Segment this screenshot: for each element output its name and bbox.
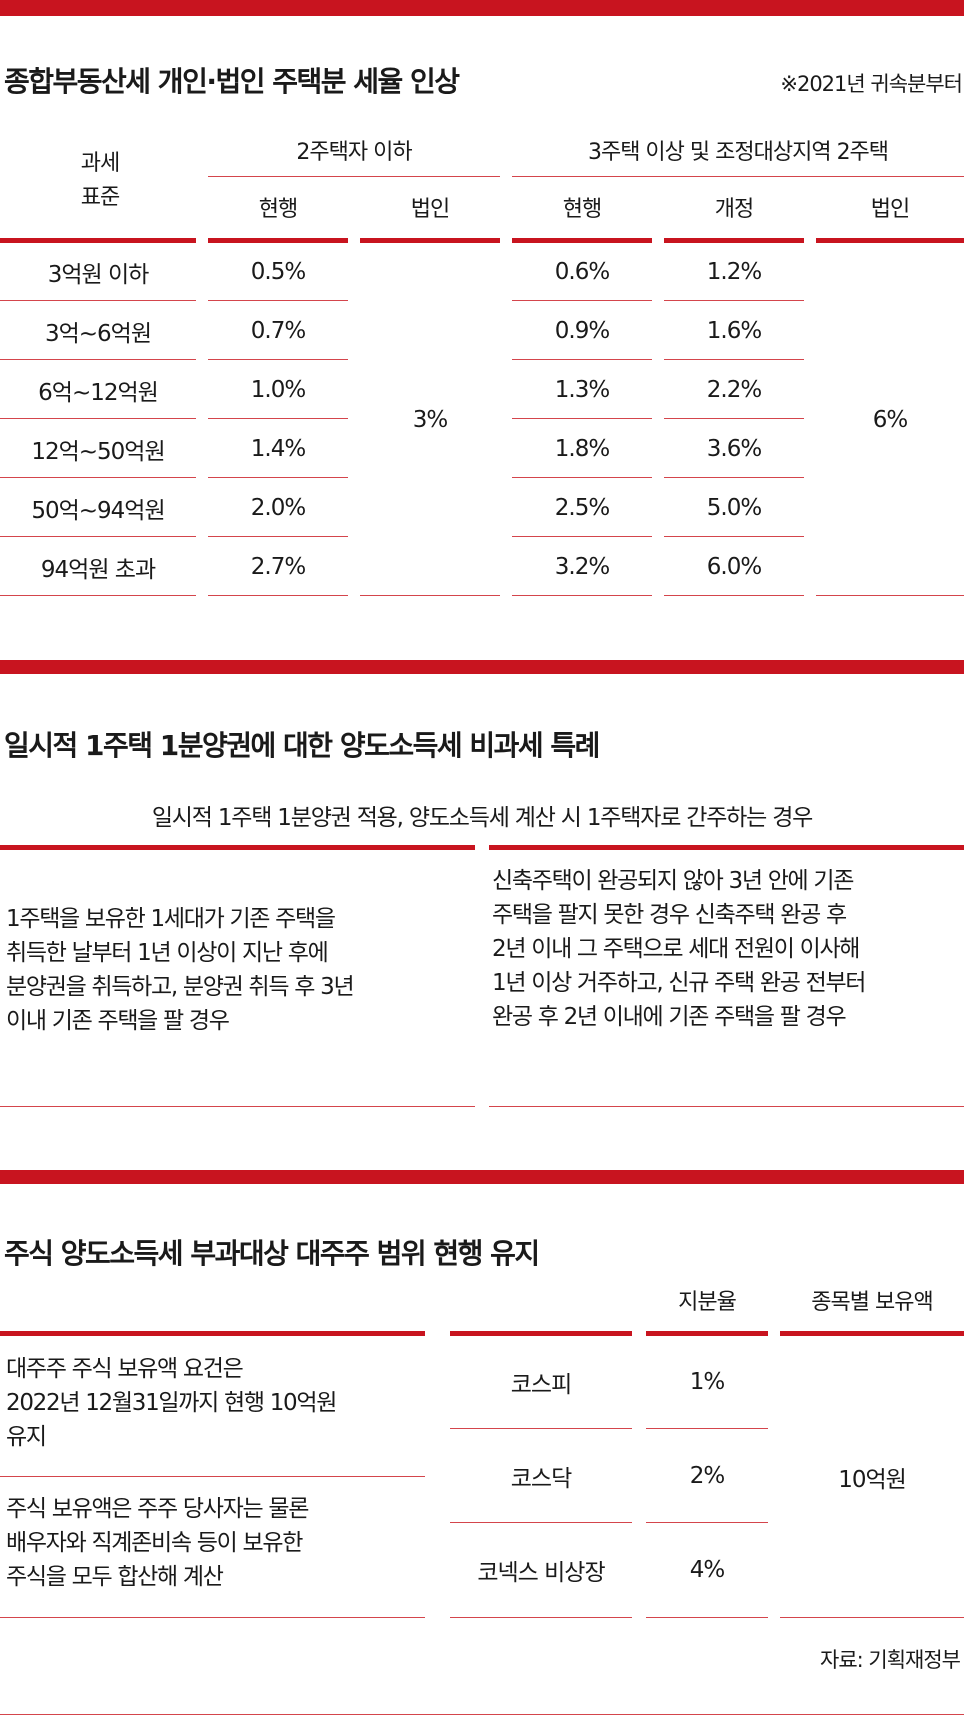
header-rule: [360, 238, 500, 243]
b-revised-cell: 6.0%: [706, 554, 762, 580]
group-b-header: 3주택 이상 및 조정대상지역 2주택: [587, 140, 889, 165]
section3-rule: [780, 1331, 964, 1336]
major-shareholder-desc1: 대주주 주식 보유액 요건은 2022년 12월31일까지 현행 10억원 유지: [6, 1352, 424, 1454]
corp-rate-a-cell: 3%: [412, 406, 449, 433]
section2-rule-right: [489, 845, 964, 850]
a-current-cell: 0.5%: [250, 259, 306, 285]
section3-rule: [0, 1331, 425, 1336]
section3-title: 주식 양도소득세 부과대상 대주주 범위 현행 유지: [4, 1237, 540, 1270]
section2-left-text: 1주택을 보유한 1세대가 기존 주택을 취득한 날부터 1년 이상이 지난 후…: [6, 902, 474, 1038]
a-current-cell: 2.7%: [250, 554, 306, 580]
market-name-cell: 코스닥: [510, 1465, 572, 1492]
header-rule: [0, 238, 196, 243]
desc-bottom-rule: [0, 1617, 425, 1618]
market-share-cell: 2%: [689, 1462, 726, 1489]
section2-subtitle: 일시적 1주택 1분양권 적용, 양도소득세 계산 시 1주택자로 간주하는 경…: [151, 805, 813, 831]
market-share-cell: 4%: [689, 1557, 726, 1583]
section2-right-text: 신축주택이 완공되지 않아 3년 안에 기존 주택을 팔지 못한 경우 신축주택…: [492, 864, 962, 1034]
right-line: 2년 이내 그 주택으로 세대 전원이 이사해: [492, 936, 860, 962]
section2-rule-left: [0, 845, 475, 850]
top-accent-bar: [0, 0, 964, 16]
b-revised-cell: 1.6%: [706, 318, 762, 344]
right-line: 완공 후 2년 이내에 기존 주택을 팔 경우: [492, 1004, 847, 1030]
col-tax-base-line1: 과세: [80, 151, 120, 176]
col-tax-base-line2: 표준: [80, 185, 120, 210]
sub-current-a: 현행: [258, 197, 298, 222]
market-share-cell: 1%: [689, 1369, 726, 1395]
section3-rule: [646, 1331, 768, 1336]
header-rule: [512, 238, 652, 243]
right-line: 1년 이상 거주하고, 신규 주택 완공 전부터: [492, 970, 866, 996]
corp-rate-b-cell: 6%: [872, 406, 909, 433]
major-shareholder-desc2: 주식 보유액은 주주 당사자는 물론 배우자와 직계존비속 등이 보유한 주식을…: [6, 1492, 424, 1594]
bracket-cell: 94억원 초과: [40, 557, 156, 583]
market-name-cell: 코스피: [510, 1372, 572, 1398]
section2-bottom-rule-right: [489, 1106, 964, 1107]
bracket-cell: 3억~6억원: [44, 321, 152, 347]
section3-accent-bar: [0, 1170, 964, 1184]
desc1-line: 유지: [6, 1424, 47, 1450]
a-current-cell: 1.4%: [250, 436, 306, 462]
col-tax-base-header: 과세 표준: [0, 147, 200, 215]
holding-value-cell: 10억원: [838, 1466, 907, 1493]
header-rule: [208, 238, 348, 243]
bracket-cell: 3억원 이하: [47, 262, 150, 288]
left-line: 이내 기존 주택을 팔 경우: [6, 1008, 230, 1034]
header-rule: [816, 238, 964, 243]
b-revised-cell: 5.0%: [706, 495, 762, 521]
b-revised-cell: 1.2%: [706, 259, 762, 285]
sub-corp-b: 법인: [870, 197, 910, 222]
group-a-header: 2주택자 이하: [296, 140, 412, 165]
bottom-rule: [0, 1714, 964, 1715]
left-line: 취득한 날부터 1년 이상이 지난 후에: [6, 940, 329, 966]
section1-note: ※2021년 귀속분부터: [780, 72, 963, 96]
left-line: 1주택을 보유한 1세대가 기존 주택을: [6, 906, 336, 932]
desc1-line: 2022년 12월31일까지 현행 10억원: [6, 1390, 337, 1416]
desc2-line: 주식을 모두 합산해 계산: [6, 1564, 224, 1590]
desc1-line: 대주주 주식 보유액 요건은: [6, 1356, 244, 1382]
header-rule: [664, 238, 804, 243]
left-line: 분양권을 취득하고, 분양권 취득 후 3년: [6, 974, 355, 1000]
a-current-cell: 0.7%: [250, 318, 306, 344]
b-revised-cell: 3.6%: [706, 436, 762, 462]
col-holding-header: 종목별 보유액: [811, 1290, 933, 1315]
sub-corp-a: 법인: [410, 197, 450, 222]
sub-current-b: 현행: [562, 197, 602, 222]
right-line: 주택을 팔지 못한 경우 신축주택 완공 후: [492, 902, 847, 928]
sub-revised-b: 개정: [714, 197, 754, 222]
right-line: 신축주택이 완공되지 않아 3년 안에 기존: [492, 868, 854, 894]
section3-rule: [450, 1331, 632, 1336]
section1-title: 종합부동산세 개인·법인 주택분 세율 인상: [4, 65, 460, 98]
section2-bottom-rule-left: [0, 1106, 475, 1107]
desc-divider: [0, 1476, 425, 1477]
section2-title: 일시적 1주택 1분양권에 대한 양도소득세 비과세 특례: [4, 729, 600, 762]
b-current-cell: 2.5%: [554, 495, 610, 521]
a-current-cell: 1.0%: [250, 377, 306, 403]
desc2-line: 주식 보유액은 주주 당사자는 물론: [6, 1496, 309, 1522]
b-revised-cell: 2.2%: [706, 377, 762, 403]
group-a-divider: [208, 176, 500, 177]
bracket-cell: 50억~94억원: [31, 498, 165, 524]
b-current-cell: 1.3%: [554, 377, 610, 403]
a-current-cell: 2.0%: [250, 495, 306, 521]
source-note: 자료: 기획재정부: [820, 1648, 961, 1672]
b-current-cell: 0.6%: [554, 259, 610, 285]
bracket-cell: 12억~50억원: [31, 439, 165, 465]
group-b-divider: [512, 176, 964, 177]
bracket-cell: 6억~12억원: [38, 380, 159, 406]
section2-accent-bar: [0, 660, 964, 674]
b-current-cell: 0.9%: [554, 318, 610, 344]
col-share-header: 지분율: [678, 1290, 737, 1315]
b-current-cell: 1.8%: [554, 436, 610, 462]
desc2-line: 배우자와 직계존비속 등이 보유한: [6, 1530, 303, 1556]
b-current-cell: 3.2%: [554, 554, 610, 580]
market-name-cell: 코넥스 비상장: [477, 1560, 605, 1586]
